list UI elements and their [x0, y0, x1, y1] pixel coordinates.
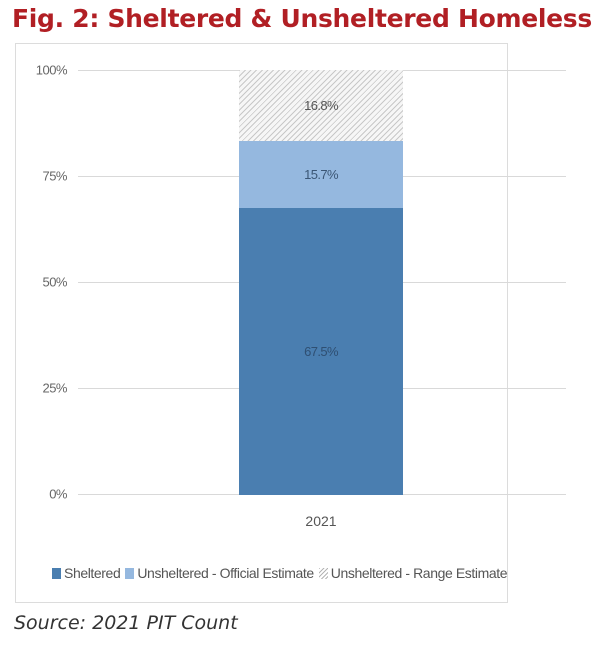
legend-label-sheltered: Sheltered [64, 565, 121, 581]
data-label-sheltered: 67.5% [304, 344, 338, 359]
hatched-gray-square-icon [318, 567, 328, 579]
source-caption: Source: 2021 PIT Count [14, 612, 238, 634]
solid-dark-blue-square-icon [52, 567, 61, 579]
legend-label-range: Unsheltered - Range Estimate [330, 565, 508, 581]
legend-label-official: Unsheltered - Official Estimate [137, 565, 314, 581]
chart-legend: Sheltered Unsheltered - Official Estimat… [52, 565, 512, 581]
data-label-range: 16.8% [304, 98, 338, 113]
bar-segment-official-estimate: 15.7% [239, 141, 403, 208]
y-tick-75: 75% [42, 168, 67, 184]
data-label-official: 15.7% [304, 167, 338, 182]
y-tick-25: 25% [42, 380, 67, 396]
solid-light-blue-square-icon [125, 567, 135, 579]
bar-segment-sheltered: 67.5% [239, 208, 403, 495]
legend-item-sheltered: Sheltered [52, 565, 121, 581]
y-tick-50: 50% [42, 274, 67, 290]
legend-item-range: Unsheltered - Range Estimate [318, 565, 508, 581]
y-tick-0: 0% [49, 486, 67, 502]
chart-title: Fig. 2: Sheltered & Unsheltered Homeless [12, 4, 592, 33]
x-tick-2021: 2021 [305, 513, 337, 529]
legend-item-official: Unsheltered - Official Estimate [125, 565, 314, 581]
y-tick-100: 100% [35, 62, 68, 78]
stacked-bar-2021: 16.8% 15.7% 67.5% [239, 70, 403, 495]
bar-segment-range-estimate: 16.8% [239, 70, 403, 141]
